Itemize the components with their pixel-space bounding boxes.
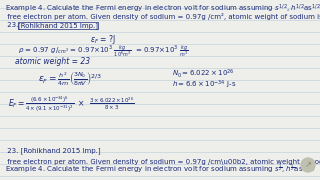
Text: 23. [Rohikhand 2015 Imp.]: 23. [Rohikhand 2015 Imp.] bbox=[5, 147, 100, 154]
Text: ↗: ↗ bbox=[305, 161, 311, 170]
Circle shape bbox=[301, 158, 315, 172]
Text: free electron per atom. Given density of sodium = 0.97g /cm², atomic weight of s: free electron per atom. Given density of… bbox=[5, 13, 320, 20]
Text: Example 4. Calculate the Fermi energy in electron volt for sodium assuming $s^{\: Example 4. Calculate the Fermi energy in… bbox=[5, 163, 315, 176]
Text: $\rho$ = 0.97 $g/_{cm^3}$ = 0.97$\times$10$^3$ $\frac{kg}{10^6 m^3}$  = 0.97$\ti: $\rho$ = 0.97 $g/_{cm^3}$ = 0.97$\times$… bbox=[18, 43, 188, 59]
Text: Example 4. Calculate the Fermi energy in electron volt for sodium assuming $s^{1: Example 4. Calculate the Fermi energy in… bbox=[5, 3, 320, 15]
Text: $N_0 = 6.022\times10^{26}$: $N_0 = 6.022\times10^{26}$ bbox=[172, 68, 235, 80]
Text: [Rohikhand 2015 Imp.]: [Rohikhand 2015 Imp.] bbox=[18, 22, 98, 29]
Text: $h = 6.6\times10^{-34}$ J-s: $h = 6.6\times10^{-34}$ J-s bbox=[172, 79, 236, 91]
Text: free electron per atom. Given density of sodium = 0.97g /cm\u00b2, atomic weight: free electron per atom. Given density of… bbox=[5, 159, 320, 165]
Text: 23.: 23. bbox=[5, 22, 20, 28]
Text: $\varepsilon_F = \frac{h^2}{4m}\left(\frac{3N_0}{8\pi V}\right)^{2/3}$: $\varepsilon_F = \frac{h^2}{4m}\left(\fr… bbox=[38, 70, 102, 88]
Text: $E_F = \frac{(6.6\times10^{-34})^6}{4\times(9.1\times10^{-31})^2}$  $\times$  $\: $E_F = \frac{(6.6\times10^{-34})^6}{4\ti… bbox=[8, 95, 135, 115]
Text: $\varepsilon_F$ = ?J: $\varepsilon_F$ = ?J bbox=[90, 33, 116, 46]
Text: atomic weight = 23: atomic weight = 23 bbox=[15, 57, 90, 66]
